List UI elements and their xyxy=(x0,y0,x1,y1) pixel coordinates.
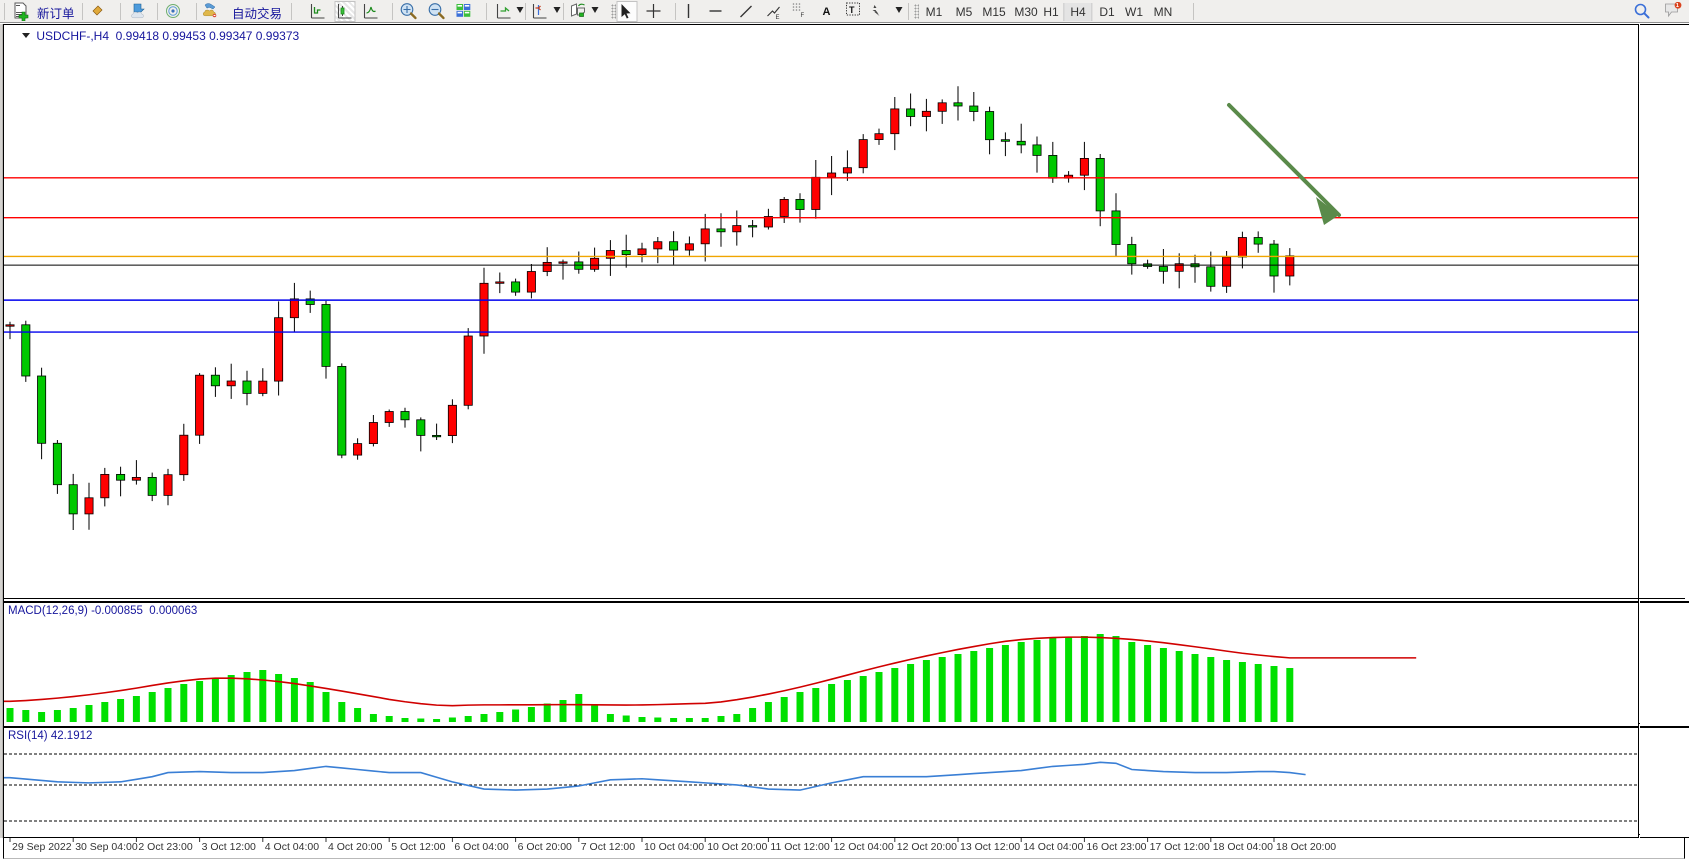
svg-text:E: E xyxy=(776,15,780,21)
svg-text:T: T xyxy=(849,5,855,15)
svg-text:A: A xyxy=(823,6,831,18)
svg-text:1: 1 xyxy=(1676,3,1679,9)
svg-text:F: F xyxy=(801,13,805,19)
